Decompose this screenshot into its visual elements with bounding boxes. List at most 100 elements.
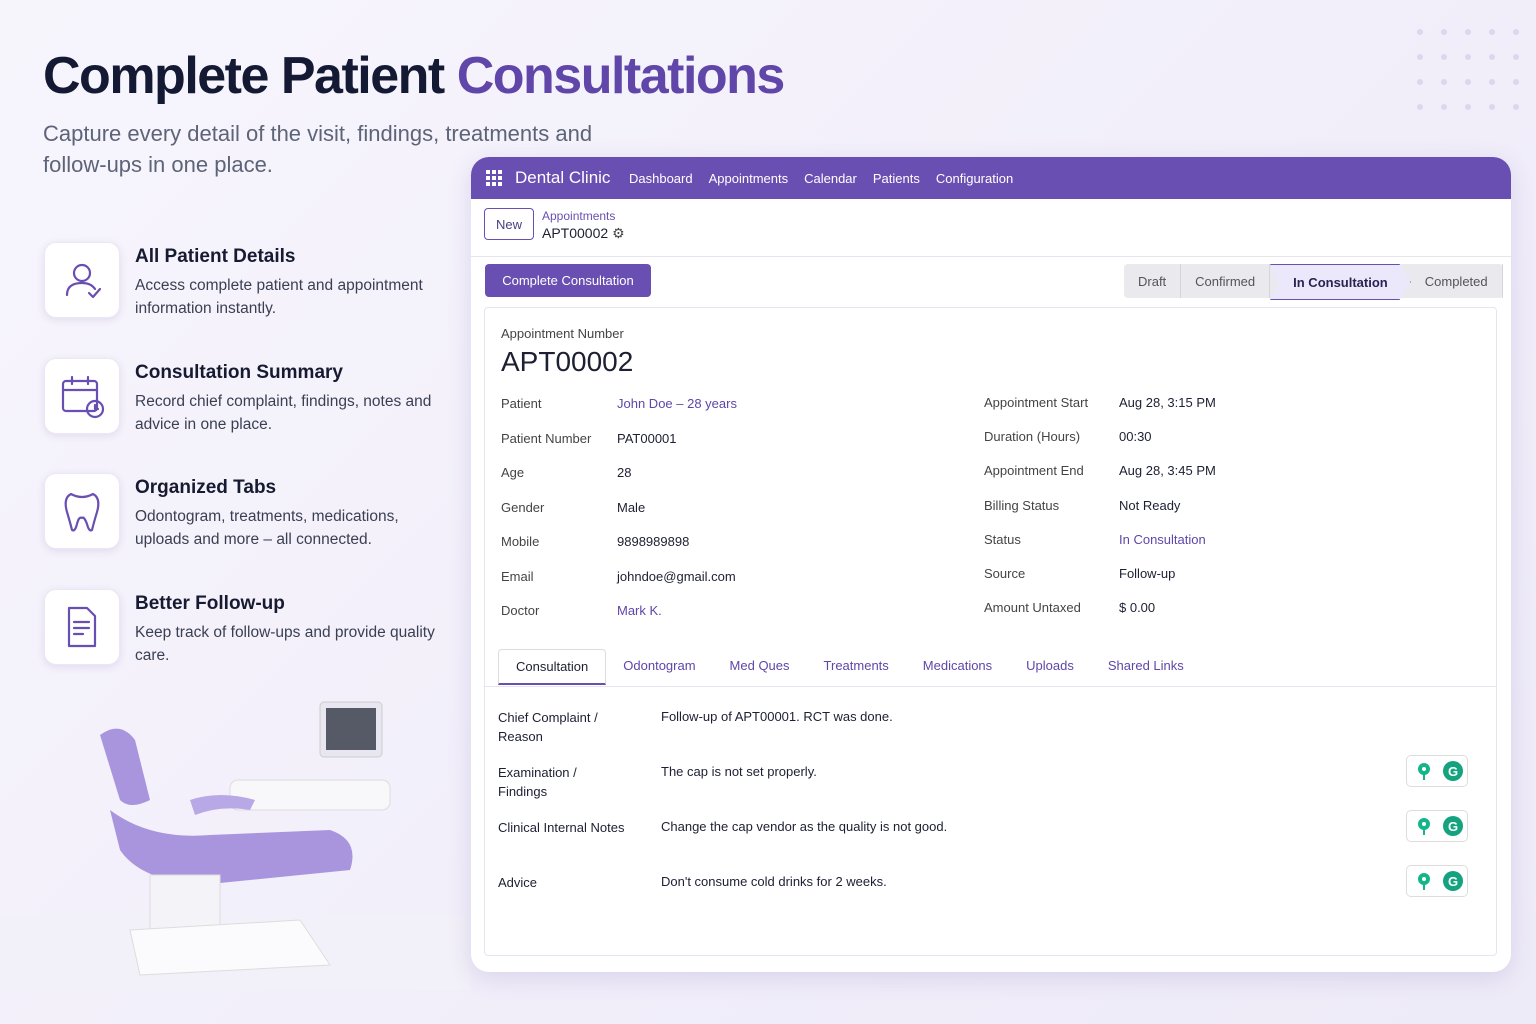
- consult-label: Advice: [498, 875, 538, 890]
- grammar-icons: G: [1418, 871, 1463, 891]
- field-value: Aug 28, 3:15 PM: [1119, 395, 1216, 410]
- apps-icon[interactable]: [486, 170, 502, 186]
- icon: [64, 492, 100, 532]
- feature: Better Follow-up Keep track of follow-ups…: [44, 589, 464, 669]
- consult-label: Examination / Findings: [498, 765, 577, 799]
- svg-text:G: G: [1448, 819, 1458, 834]
- icon: [65, 263, 102, 299]
- tabs: Consultation Odontogram Med Ques Treatments…: [498, 649, 1201, 685]
- field-label: Gender: [501, 499, 545, 515]
- feature-icon: [44, 242, 120, 318]
- tab[interactable]: Medications: [922, 658, 993, 673]
- icon: [67, 606, 97, 648]
- feature: All Patient Details Access complete patie…: [44, 242, 464, 322]
- complete-button[interactable]: Complete Consultation: [485, 264, 651, 297]
- form-sheet: Appointment Number APT00002 Consultation…: [484, 307, 1497, 956]
- top-bar: Dental Clinic Dashboard Appointments Calen…: [471, 157, 1511, 199]
- field-value[interactable]: John Doe – 28 years: [617, 396, 737, 411]
- feature-icon: [44, 589, 120, 665]
- field-value: Not Ready: [1119, 497, 1181, 513]
- svg-text:G: G: [1448, 874, 1458, 889]
- consult-value: Don't consume cold drinks for 2 weeks.: [661, 874, 887, 889]
- feature-description: Odontogram, treatments, medications, upl…: [135, 508, 399, 548]
- feature-title: Organized Tabs: [135, 477, 277, 498]
- breadcrumb-parent[interactable]: Appointments: [542, 209, 616, 223]
- field-value: $ 0.00: [1119, 600, 1156, 616]
- nav: Dashboard Appointments Calendar Patients Con…: [629, 171, 1013, 186]
- brand[interactable]: Dental Clinic: [515, 168, 611, 187]
- field-value[interactable]: Mark K.: [617, 603, 662, 618]
- feature-title: Better Follow-up: [135, 593, 285, 614]
- feature-icon: [44, 358, 120, 434]
- tab[interactable]: Odontogram: [623, 658, 696, 673]
- field-label: Email: [501, 568, 534, 584]
- field-label: Mobile: [501, 534, 540, 549]
- tab[interactable]: Med Ques: [729, 658, 790, 673]
- field-value: Aug 28, 3:45 PM: [1119, 463, 1216, 479]
- title-dark: Complete Patient: [43, 47, 445, 105]
- stage[interactable]: Draft: [1124, 264, 1182, 298]
- icon: [61, 375, 105, 419]
- svg-text:G: G: [1448, 764, 1458, 779]
- nav-item[interactable]: Configuration: [935, 171, 1014, 186]
- field-label: Status: [984, 531, 1021, 547]
- tab[interactable]: Uploads: [1026, 658, 1074, 673]
- feature-title: Consultation Summary: [135, 362, 343, 383]
- feature-title: All Patient Details: [135, 246, 296, 267]
- hero-subtitle: Capture every detail of the visit, findi…: [43, 121, 593, 177]
- app-window: Dental Clinic Dashboard Appointments Calen…: [471, 157, 1511, 972]
- field-label: Appointment End: [984, 463, 1084, 479]
- gear-icon[interactable]: ⚙: [612, 225, 625, 241]
- status-bar: Draft Confirmed In Consultation Completed: [1124, 264, 1503, 300]
- feature: Organized Tabs Odontogram, treatments, me…: [44, 473, 464, 553]
- field-value: 9898989898: [617, 534, 690, 549]
- field-label: Billing Status: [984, 497, 1060, 513]
- feature-icon: [44, 473, 120, 549]
- nav-item[interactable]: Patients: [872, 171, 920, 186]
- tab[interactable]: Shared Links: [1107, 658, 1184, 673]
- consult-label: Clinical Internal Notes: [498, 820, 625, 835]
- chair-illustration: [0, 701, 470, 990]
- field-value: 28: [617, 465, 632, 480]
- nav-item[interactable]: Appointments: [708, 171, 789, 186]
- feature-description: Keep track of follow-ups and provide qua…: [135, 624, 435, 664]
- field-label: Patient: [501, 396, 542, 411]
- feature-description: Access complete patient and appointment …: [135, 277, 423, 317]
- title-accent: Consultations: [456, 47, 786, 105]
- grammar-icons: G: [1418, 761, 1463, 781]
- breadcrumb-text: APT00002: [542, 225, 609, 241]
- hero-title: Complete Patient Consultations: [43, 46, 786, 106]
- consult-label: Chief Complaint / Reason: [498, 710, 598, 744]
- field-value: Follow-up: [1119, 566, 1176, 581]
- nav-item[interactable]: Dashboard: [629, 171, 693, 186]
- field-label: Source: [984, 566, 1026, 581]
- appointment-number: APT00002: [501, 346, 634, 377]
- field-label: Doctor: [501, 603, 540, 618]
- tab[interactable]: Consultation: [498, 649, 607, 685]
- field-label: Appointment Start: [984, 395, 1089, 410]
- divider: [471, 256, 1511, 257]
- consult-value: Follow-up of APT00001. RCT was done.: [661, 709, 893, 724]
- grammar-icons: G: [1418, 816, 1463, 836]
- dot-pattern: [1417, 29, 1519, 110]
- number-label: Appointment Number: [501, 326, 624, 341]
- grammar-widget[interactable]: G: [1406, 810, 1468, 842]
- new-button[interactable]: New: [484, 208, 534, 240]
- grammar-widget[interactable]: G: [1406, 755, 1468, 787]
- nav-item[interactable]: Calendar: [804, 171, 857, 186]
- tab-divider: [485, 686, 1496, 687]
- field-value: PAT00001: [617, 430, 677, 446]
- field-label: Age: [501, 465, 525, 480]
- field-value: 00:30: [1119, 429, 1152, 445]
- field-value[interactable]: In Consultation: [1119, 531, 1206, 547]
- field-label: Duration (Hours): [984, 429, 1081, 445]
- consult-value: Change the cap vendor as the quality is …: [661, 819, 948, 834]
- feature-description: Record chief complaint, findings, notes …: [135, 393, 432, 433]
- stage[interactable]: Confirmed: [1181, 264, 1271, 298]
- tab[interactable]: Treatments: [823, 658, 889, 673]
- grammar-widget[interactable]: G: [1406, 865, 1468, 897]
- field-value: johndoe@gmail.com: [617, 568, 736, 584]
- stage[interactable]: Completed: [1411, 264, 1503, 298]
- stage[interactable]: In Consultation: [1270, 264, 1411, 300]
